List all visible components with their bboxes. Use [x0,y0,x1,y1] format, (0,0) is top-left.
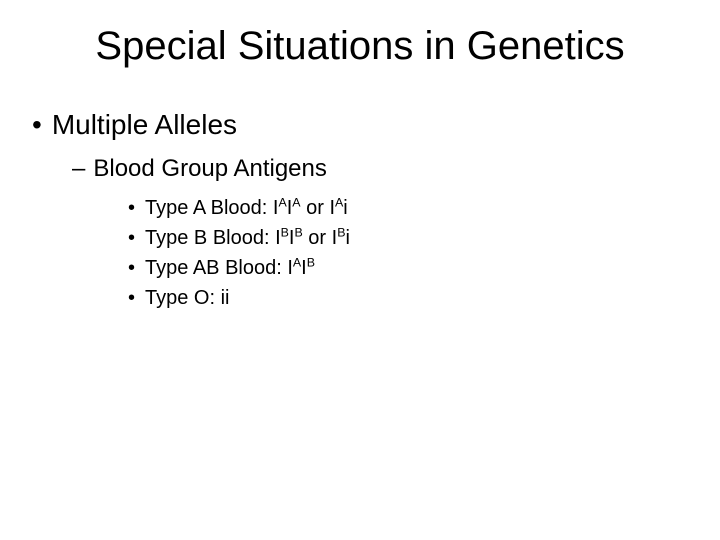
level3-item-type-o: • Type O: ii [128,285,720,311]
level1-label: Multiple Alleles [52,109,237,141]
t: or I [301,197,335,219]
genotype-text: Type O: ii [145,285,229,311]
level3-item-type-a: • Type A Blood: IAIA or IAi [128,195,720,221]
dot-icon: • [128,195,135,221]
level3-item-type-ab: • Type AB Blood: IAIB [128,255,720,281]
dash-icon: – [72,155,85,183]
level3-item-type-b: • Type B Blood: IBIB or IBi [128,225,720,251]
slide-title: Special Situations in Genetics [0,24,720,69]
bullet-icon: • [32,111,42,139]
dot-icon: • [128,255,135,281]
t: i [345,227,349,249]
t: i [343,197,347,219]
t: Type A Blood: I [145,197,278,219]
t: or I [303,227,337,249]
dot-icon: • [128,225,135,251]
t: Type B Blood: I [145,227,281,249]
slide: Special Situations in Genetics • Multipl… [0,0,720,540]
sup: B [294,225,302,239]
genotype-text: Type B Blood: IBIB or IBi [145,225,350,251]
sup: A [292,195,300,209]
level1-item: • Multiple Alleles [32,109,720,141]
genotype-text: Type AB Blood: IAIB [145,255,315,281]
level2-item: – Blood Group Antigens [72,155,720,183]
dot-icon: • [128,285,135,311]
genotype-text: Type A Blood: IAIA or IAi [145,195,348,221]
level2-label: Blood Group Antigens [93,155,327,183]
t: Type AB Blood: I [145,257,293,279]
sup: A [293,255,301,269]
sup: B [307,255,315,269]
sup: A [278,195,286,209]
sup: B [281,225,289,239]
